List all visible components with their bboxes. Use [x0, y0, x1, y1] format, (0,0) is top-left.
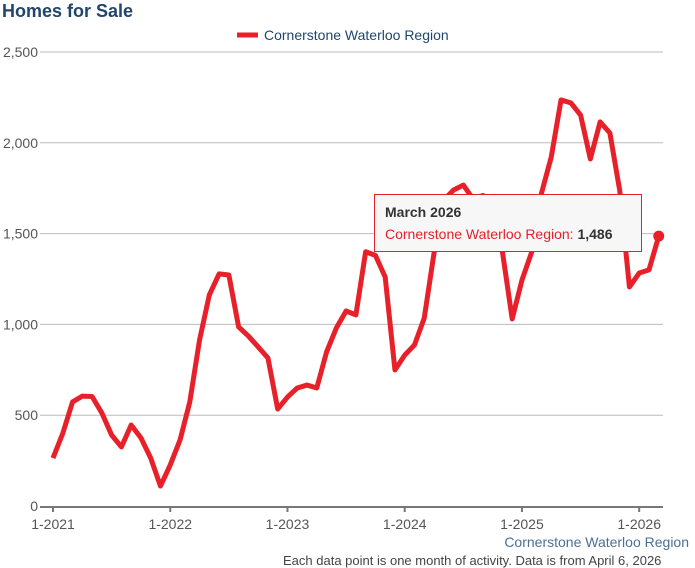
- credit-link[interactable]: Cornerstone Waterloo Region: [504, 534, 689, 550]
- y-tick-label: 2,000: [3, 135, 38, 151]
- y-tick-label: 500: [15, 407, 39, 423]
- x-tick-label: 1-2025: [500, 516, 544, 532]
- x-tick-label: 1-2026: [617, 516, 661, 532]
- y-tick-label: 0: [30, 498, 38, 514]
- x-tick-label: 1-2023: [266, 516, 310, 532]
- x-tick-label: 1-2022: [148, 516, 192, 532]
- tooltip-value: 1,486: [577, 226, 612, 242]
- highlighted-point: [653, 231, 664, 242]
- y-tick-label: 2,500: [3, 44, 38, 60]
- x-tick-label: 1-2021: [31, 516, 75, 532]
- tooltip-line: Cornerstone Waterloo Region: 1,486: [385, 226, 631, 242]
- y-tick-label: 1,000: [3, 316, 38, 332]
- series-line: [53, 100, 659, 486]
- y-tick-label: 1,500: [3, 226, 38, 242]
- footnote: Each data point is one month of activity…: [283, 553, 661, 568]
- tooltip: March 2026 Cornerstone Waterloo Region: …: [374, 194, 642, 252]
- legend-label: Cornerstone Waterloo Region: [264, 27, 449, 43]
- x-tick-label: 1-2024: [383, 516, 427, 532]
- tooltip-series-label: Cornerstone Waterloo Region:: [385, 226, 574, 242]
- tooltip-title: March 2026: [385, 204, 631, 220]
